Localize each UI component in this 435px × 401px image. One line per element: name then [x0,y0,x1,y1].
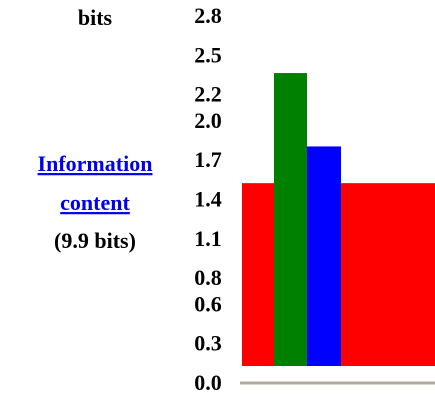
y-tick-label: 2.0 [194,108,222,133]
y-tick-label: 1.1 [194,226,222,251]
y-axis-label: bits [78,5,113,30]
total-bits: (9.9 bits) [54,228,136,253]
y-tick-label: 0.0 [194,370,222,395]
y-tick-label: 1.4 [194,187,222,212]
y-tick-label: 2.5 [194,42,222,67]
y-tick-label: 2.2 [194,82,222,107]
info-link[interactable]: content [60,190,130,215]
y-tick-label: 2.8 [194,3,222,28]
y-tick-label: 0.6 [194,291,222,316]
bar [274,73,307,367]
y-tick-label: 0.3 [194,331,222,356]
info-link[interactable]: Information [38,151,153,176]
y-tick-label: 0.8 [194,265,222,290]
y-tick-label: 1.7 [194,147,222,172]
bar [307,146,341,366]
